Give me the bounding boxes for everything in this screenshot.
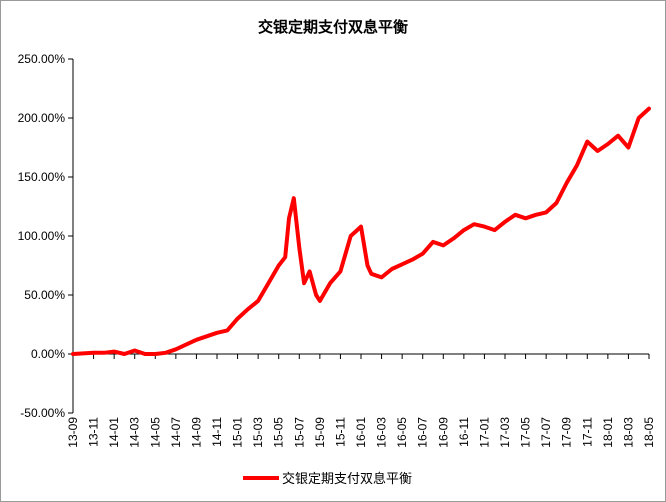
legend: 交银定期支付双息平衡 (243, 471, 412, 487)
x-tick-label: 17-11 (580, 417, 594, 447)
x-tick-label: 18-01 (601, 417, 615, 448)
y-tick-label: 0.00% (31, 347, 65, 361)
x-tick-label: 14-09 (189, 417, 203, 448)
x-tick-label: 17-09 (560, 417, 574, 448)
x-tick-label: 14-11 (210, 417, 224, 447)
x-tick-label: 16-07 (416, 417, 430, 448)
x-tick-label: 16-03 (375, 417, 389, 448)
x-tick-label: 13-09 (66, 417, 80, 448)
x-tick-label: 18-05 (642, 417, 656, 448)
chart-title: 交银定期支付双息平衡 (258, 18, 408, 36)
x-tick-label: 16-05 (395, 417, 409, 448)
x-tick-label: 13-11 (87, 417, 101, 447)
series-line (71, 106, 651, 356)
x-tick-label: 15-03 (251, 417, 265, 448)
x-tick-label: 16-11 (457, 417, 471, 447)
x-tick-label: 17-01 (477, 417, 491, 448)
x-tick-label: 18-03 (621, 417, 635, 448)
x-tick-label: 17-03 (498, 417, 512, 448)
x-tick-label: 14-01 (107, 417, 121, 448)
y-tick-label: 150.00% (18, 170, 66, 184)
x-tick-label: 14-03 (128, 417, 142, 448)
x-tick-label: 14-05 (148, 417, 162, 448)
x-tick-label: 15-07 (292, 417, 306, 448)
x-tick-label: 15-05 (272, 417, 286, 448)
x-tick-label: 17-07 (539, 417, 553, 448)
legend-label: 交银定期支付双息平衡 (282, 471, 412, 487)
x-tick-label: 17-05 (519, 417, 533, 448)
y-axis-ticks: 250.00% 200.00% 150.00% 100.00% 50.00% 0.00% -… (18, 52, 73, 420)
x-tick-label: 15-11 (333, 417, 347, 447)
y-tick-label: 100.00% (18, 229, 66, 243)
y-tick-label: 50.00% (24, 288, 65, 302)
x-tick-label: 15-09 (313, 417, 327, 448)
x-tick-label: 14-07 (169, 417, 183, 448)
y-tick-label: 250.00% (18, 52, 66, 66)
x-tick-label: 16-01 (354, 417, 368, 448)
y-tick-label: -50.00% (20, 406, 65, 420)
x-tick-label: 16-09 (436, 417, 450, 448)
x-axis-ticks: 13-09 13-11 14-01 14-03 14-05 14-07 14-09 14-11… (66, 354, 656, 448)
y-tick-label: 200.00% (18, 111, 66, 125)
x-tick-label: 15-01 (231, 417, 245, 448)
